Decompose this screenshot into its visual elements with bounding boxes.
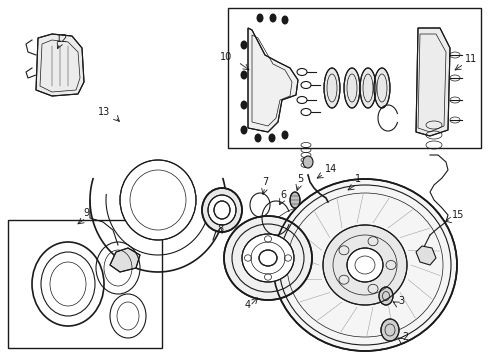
Polygon shape (247, 28, 297, 132)
Ellipse shape (214, 201, 229, 219)
Ellipse shape (346, 248, 382, 282)
Text: 15: 15 (451, 210, 464, 220)
Ellipse shape (240, 41, 247, 50)
Ellipse shape (281, 131, 288, 140)
Polygon shape (415, 28, 449, 136)
Ellipse shape (343, 68, 359, 108)
Text: 14: 14 (325, 164, 337, 174)
Text: 4: 4 (244, 300, 250, 310)
Text: 12: 12 (56, 34, 68, 44)
Ellipse shape (272, 179, 456, 351)
Ellipse shape (269, 14, 276, 23)
Text: 8: 8 (217, 224, 223, 234)
Polygon shape (110, 248, 140, 272)
Ellipse shape (373, 68, 389, 108)
Ellipse shape (281, 15, 288, 24)
Bar (8, 220, 162, 348)
Ellipse shape (254, 134, 261, 143)
Ellipse shape (224, 216, 311, 300)
Ellipse shape (256, 14, 263, 23)
Ellipse shape (289, 192, 299, 208)
Ellipse shape (380, 319, 398, 341)
Text: 7: 7 (262, 177, 267, 187)
Ellipse shape (359, 68, 375, 108)
Ellipse shape (207, 195, 236, 225)
Ellipse shape (268, 134, 275, 143)
Ellipse shape (323, 225, 406, 305)
Ellipse shape (259, 250, 276, 266)
Ellipse shape (303, 156, 312, 168)
Text: 6: 6 (279, 190, 285, 200)
Text: 3: 3 (397, 296, 403, 306)
Text: 13: 13 (98, 107, 110, 117)
Text: 2: 2 (401, 332, 407, 342)
Ellipse shape (242, 234, 293, 282)
Text: 5: 5 (296, 174, 303, 184)
Ellipse shape (378, 287, 392, 305)
Ellipse shape (120, 160, 196, 240)
Polygon shape (415, 246, 435, 265)
Polygon shape (36, 34, 84, 96)
Text: 10: 10 (219, 52, 231, 62)
Ellipse shape (324, 68, 339, 108)
Ellipse shape (240, 71, 247, 80)
Bar (227, 8, 480, 148)
Text: 9: 9 (83, 208, 89, 218)
Ellipse shape (240, 126, 247, 135)
Text: 1: 1 (354, 174, 360, 184)
Text: 11: 11 (464, 54, 476, 64)
Ellipse shape (202, 188, 242, 232)
Ellipse shape (240, 100, 247, 109)
